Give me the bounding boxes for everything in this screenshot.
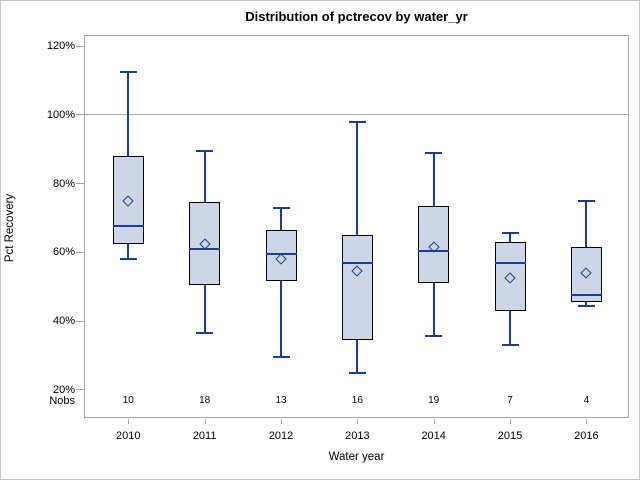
whisker-lower [203,284,206,334]
x-tick-mark [586,419,588,424]
x-tick-mark [204,419,206,424]
y-tick-label: 80% [52,177,75,190]
whisker-upper [432,152,435,206]
box-2013 [341,235,373,340]
box-2014 [418,205,450,284]
y-tick-label: 60% [52,246,75,259]
y-tick-mark [76,114,84,116]
chart-title: Distribution of pctrecov by water_yr [245,9,468,24]
median-line [189,247,221,250]
whisker-cap-bottom [272,356,290,359]
y-axis-title: Pct Recovery [4,193,16,263]
x-tick-label: 2012 [268,430,294,442]
whisker-cap-top [425,151,443,154]
median-line [341,261,373,264]
nobs-value: 16 [351,395,363,406]
x-tick-label: 2016 [574,430,599,442]
whisker-cap-bottom [119,258,137,261]
whisker-cap-bottom [425,335,443,338]
nobs-value: 19 [428,395,440,406]
median-line [265,252,297,255]
whisker-upper [203,150,206,203]
box-2015 [494,241,526,311]
whisker-upper [585,200,588,248]
x-tick-mark [357,419,359,424]
x-tick-mark [281,419,282,424]
whisker-upper [127,71,130,156]
whisker-lower [509,310,512,346]
whisker-upper [280,207,282,230]
whisker-cap-bottom [196,332,214,335]
y-tick-mark [76,183,84,184]
box-2011 [189,202,221,285]
x-tick-mark [128,419,130,424]
x-tick-label: 2013 [345,430,370,442]
y-tick-mark [76,320,84,322]
median-line [112,225,144,228]
y-tick-label: 40% [52,315,75,327]
whisker-cap-top [119,70,137,73]
median-line [570,294,602,297]
whisker-cap-top [577,199,595,202]
whisker-cap-bottom [577,304,595,307]
x-tick-label: 2015 [497,430,523,442]
y-tick-mark [76,389,84,391]
nobs-value: 13 [275,395,287,406]
whisker-cap-top [272,206,290,209]
whisker-cap-top [348,120,366,123]
whisker-upper [356,121,359,236]
nobs-value: 4 [583,395,590,406]
y-tick-label: 20% [52,383,75,396]
x-tick-label: 2011 [192,430,217,442]
nobs-value: 10 [122,395,134,406]
y-tick-mark [76,251,84,253]
box-2012 [265,229,297,282]
median-line [418,249,450,252]
nobs-value: 7 [507,395,513,406]
y-tick-mark [76,45,84,47]
x-tick-label: 2014 [421,430,446,442]
reference-line-100pct [84,114,629,116]
median-line [494,261,526,264]
whisker-lower [585,302,588,306]
x-tick-label: 2010 [116,430,141,442]
nobs-row-label: Nobs [49,395,75,407]
box-2016 [570,247,602,303]
whisker-upper [509,233,512,242]
x-tick-mark [433,419,435,424]
y-tick-label: 100% [46,108,75,121]
whisker-lower [127,243,130,260]
whisker-cap-bottom [348,371,366,374]
whisker-lower [432,283,435,337]
whisker-cap-top [196,149,214,152]
whisker-lower [280,281,282,358]
y-tick-label: 120% [46,40,75,52]
nobs-value: 18 [199,395,211,406]
box-2010 [112,156,144,244]
whisker-lower [356,339,359,373]
x-tick-mark [510,419,512,424]
whisker-cap-top [501,232,519,235]
whisker-cap-bottom [501,344,519,347]
x-axis-title: Water year [328,451,385,463]
